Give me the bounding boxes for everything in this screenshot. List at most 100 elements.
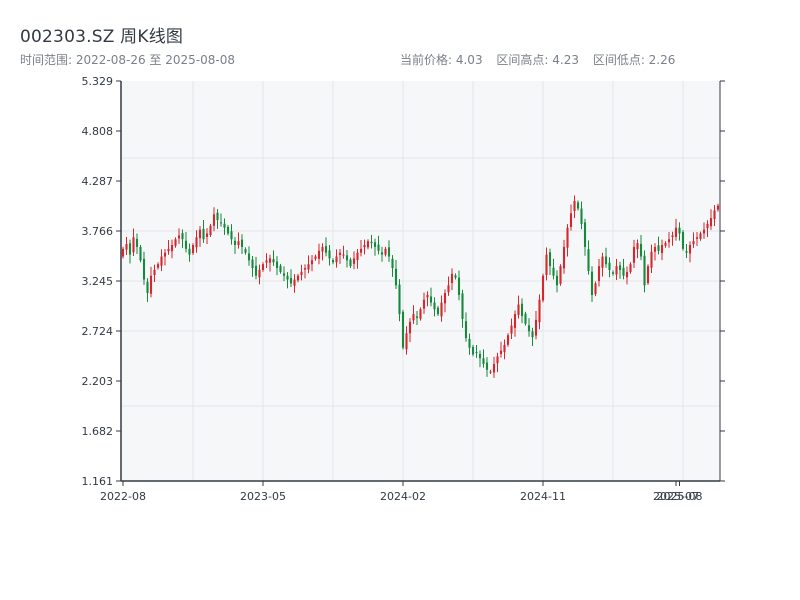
candle-body <box>496 356 499 364</box>
candle-body <box>254 265 258 276</box>
candle-body <box>286 275 289 280</box>
candle-body <box>587 249 590 271</box>
candle-body <box>713 210 716 219</box>
candle-body <box>461 293 464 319</box>
candle-body <box>132 237 135 253</box>
candle-body <box>464 321 468 339</box>
candle-body <box>629 264 632 272</box>
candle-body <box>387 247 391 257</box>
candle-body <box>205 233 209 237</box>
candle-body <box>391 258 394 269</box>
candle-body <box>657 245 660 251</box>
candle-body <box>394 268 398 286</box>
candle-body <box>709 218 713 227</box>
y-tick-label: 2.203 <box>82 375 114 388</box>
candle-body <box>636 243 639 250</box>
y-tick-label: 1.161 <box>82 475 114 488</box>
candle-body <box>195 237 198 248</box>
candle-body <box>181 233 184 240</box>
candle-body <box>212 214 216 226</box>
candle-body <box>545 254 548 275</box>
candle-body <box>240 239 244 247</box>
candle-body <box>226 226 230 234</box>
candle-body <box>153 269 156 275</box>
y-tick-label: 4.808 <box>82 125 114 138</box>
candle-body <box>296 275 300 281</box>
candle-body <box>244 249 247 253</box>
candle-body <box>681 231 685 249</box>
candle-body <box>426 294 429 298</box>
candle-body <box>471 346 475 355</box>
candle-body <box>716 205 720 210</box>
candle-body <box>125 244 128 250</box>
candle-body <box>559 266 562 284</box>
candle-body <box>667 239 671 243</box>
candle-body <box>268 258 272 263</box>
candle-body <box>149 275 153 294</box>
candle-body <box>436 307 440 315</box>
candle-body <box>293 279 296 286</box>
candle-body <box>566 227 569 248</box>
candle-body <box>611 272 615 274</box>
candle-body <box>447 285 450 293</box>
candle-body <box>688 245 692 254</box>
candle-body <box>366 241 370 248</box>
candle-body <box>443 292 447 304</box>
candle-body <box>580 208 583 224</box>
candle-body <box>482 358 485 365</box>
candle-body <box>538 299 541 323</box>
candle-body <box>671 235 674 237</box>
candle-body <box>615 266 618 275</box>
x-tick-label: 2024-02 <box>380 490 426 503</box>
y-tick-label: 2.724 <box>82 325 114 338</box>
candle-body <box>664 243 667 246</box>
candle-body <box>573 200 576 212</box>
candle-body <box>674 227 678 237</box>
candle-body <box>601 256 604 268</box>
candle-body <box>349 259 352 267</box>
candle-body <box>219 222 223 224</box>
candle-body <box>359 248 363 253</box>
candle-body <box>160 256 163 266</box>
candle-body <box>692 241 695 245</box>
candle-body <box>583 222 587 247</box>
candle-body <box>121 248 125 257</box>
candle-body <box>314 256 317 259</box>
candle-body <box>317 250 321 259</box>
chart-title: 002303.SZ 周K线图 <box>20 27 184 47</box>
candle-body <box>625 271 629 278</box>
candle-body <box>177 235 181 239</box>
candle-body <box>377 244 380 251</box>
y-tick-label: 5.329 <box>82 75 114 88</box>
candle-body <box>338 252 342 255</box>
candle-body <box>345 255 349 261</box>
y-tick-label: 3.245 <box>82 275 114 288</box>
candle-body <box>468 338 471 348</box>
candle-body <box>548 252 552 267</box>
candle-body <box>170 245 174 252</box>
candle-body <box>331 259 335 263</box>
candle-body <box>695 237 699 239</box>
candle-body <box>632 246 636 263</box>
candle-body <box>520 303 524 317</box>
candle-body <box>527 325 531 332</box>
candle-body <box>643 255 646 286</box>
y-tick-label: 4.287 <box>82 175 114 188</box>
candle-body <box>146 281 149 293</box>
candle-body <box>450 273 454 284</box>
range-low: 区间低点: 2.26 <box>592 53 676 67</box>
candle-body <box>419 309 422 319</box>
candle-body <box>489 371 492 373</box>
candle-body <box>303 268 307 270</box>
candle-body <box>594 283 597 295</box>
candle-body <box>335 256 338 263</box>
candle-body <box>209 225 212 236</box>
candle-body <box>650 251 653 268</box>
candle-body <box>517 304 520 315</box>
candle-body <box>156 264 160 268</box>
candle-body <box>142 258 146 280</box>
candle-body <box>265 260 268 263</box>
x-tick-label: 2025-08 <box>657 490 703 503</box>
candle-body <box>678 227 681 234</box>
candle-body <box>541 275 545 301</box>
